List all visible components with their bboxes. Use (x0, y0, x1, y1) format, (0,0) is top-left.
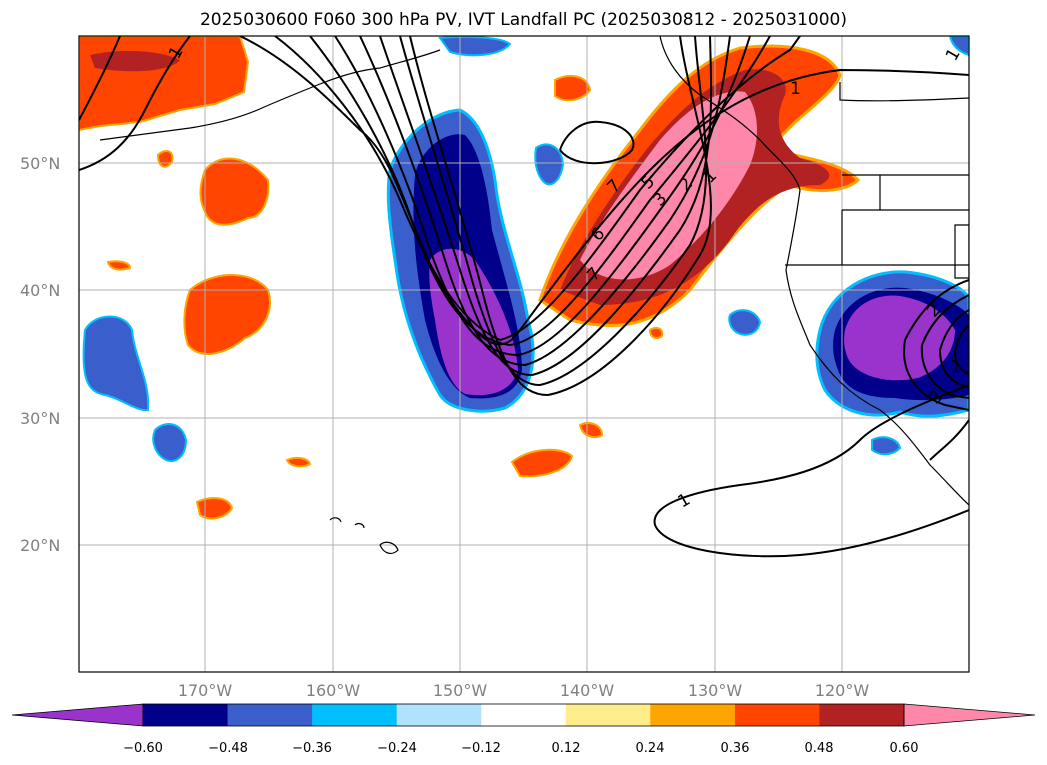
colorbar-tick-label: −0.60 (123, 741, 163, 756)
ivt-contours (79, 36, 969, 558)
pv-positive-region (183, 274, 271, 355)
pv-shading (79, 36, 969, 520)
pv-positive-region (285, 456, 312, 468)
colorbar-tick-label: 0.48 (805, 741, 834, 756)
lon-tick-label: 170°W (178, 681, 233, 700)
pv-positive-region (79, 36, 250, 132)
colorbar-swatch (227, 704, 313, 726)
colorbar-swatch (650, 704, 736, 726)
pv-positive-band-max (580, 91, 757, 280)
pv-positive-region (199, 157, 270, 226)
contour-label: 1 (675, 490, 694, 513)
pv-negative-region (871, 436, 902, 456)
pv-negative-region (534, 143, 565, 186)
lon-tick-label: 150°W (433, 681, 488, 700)
colorbar-extend-low (11, 703, 144, 727)
pv-negative-region (152, 423, 188, 462)
map-title: 2025030600 F060 300 hPa PV, IVT Landfall… (199, 10, 847, 30)
lon-tick-label: 140°W (560, 681, 615, 700)
lon-tick-label: 160°W (306, 681, 361, 700)
colorbar-swatch (734, 704, 820, 726)
lat-tick-label: 50°N (20, 154, 60, 173)
pv-negative-region (82, 315, 150, 412)
colorbar-swatch (819, 704, 905, 726)
contour-label: 1 (790, 79, 801, 99)
lon-tick-labels: 170°W 160°W 150°W 140°W 130°W 120°W (178, 681, 870, 700)
lon-tick-label: 120°W (815, 681, 870, 700)
pv-negative-region (948, 36, 969, 57)
colorbar-swatch (312, 704, 398, 726)
colorbar-frame (142, 703, 905, 727)
colorbar-swatch (481, 704, 567, 726)
colorbar-tick-label: 0.60 (890, 741, 919, 756)
colorbar-swatch (565, 704, 651, 726)
pv-positive-region (554, 74, 592, 102)
colorbar-tick-label: 0.36 (721, 741, 750, 756)
colorbar-extend-high (903, 703, 1036, 727)
gridlines (79, 36, 969, 672)
contour-label: 1 (950, 357, 961, 377)
colorbar-tick-label: −0.48 (208, 741, 248, 756)
lat-tick-label: 40°N (20, 281, 60, 300)
pv-positive-region (156, 149, 174, 168)
pv-negative-region (728, 309, 762, 336)
colorbar: −0.60 −0.48 −0.36 −0.24 −0.12 0.12 0.24 … (11, 703, 1036, 756)
colorbar-swatch (143, 704, 229, 726)
colorbar-swatch (396, 704, 482, 726)
pv-positive-region (106, 260, 132, 271)
pv-positive-core (90, 50, 180, 72)
colorbar-tick-label: 0.24 (636, 741, 665, 756)
pv-negative-region (438, 36, 512, 57)
colorbar-tick-labels: −0.60 −0.48 −0.36 −0.24 −0.12 0.12 0.24 … (123, 741, 918, 756)
map-frame (78, 35, 970, 673)
pv-positive-region (195, 497, 234, 520)
colorbar-tick-label: −0.12 (461, 741, 501, 756)
colorbar-tick-label: −0.24 (377, 741, 417, 756)
pv-negative-max (844, 295, 955, 381)
lat-tick-label: 30°N (20, 409, 60, 428)
lat-tick-labels: 50°N 40°N 30°N 20°N (20, 154, 60, 555)
pv-positive-region (648, 327, 664, 339)
pv-positive-region (578, 422, 604, 439)
lat-tick-label: 20°N (20, 536, 60, 555)
pv-positive-region (510, 448, 574, 478)
colorbar-tick-label: −0.36 (292, 741, 332, 756)
colorbar-tick-label: 0.12 (552, 741, 581, 756)
lon-tick-label: 130°W (688, 681, 743, 700)
